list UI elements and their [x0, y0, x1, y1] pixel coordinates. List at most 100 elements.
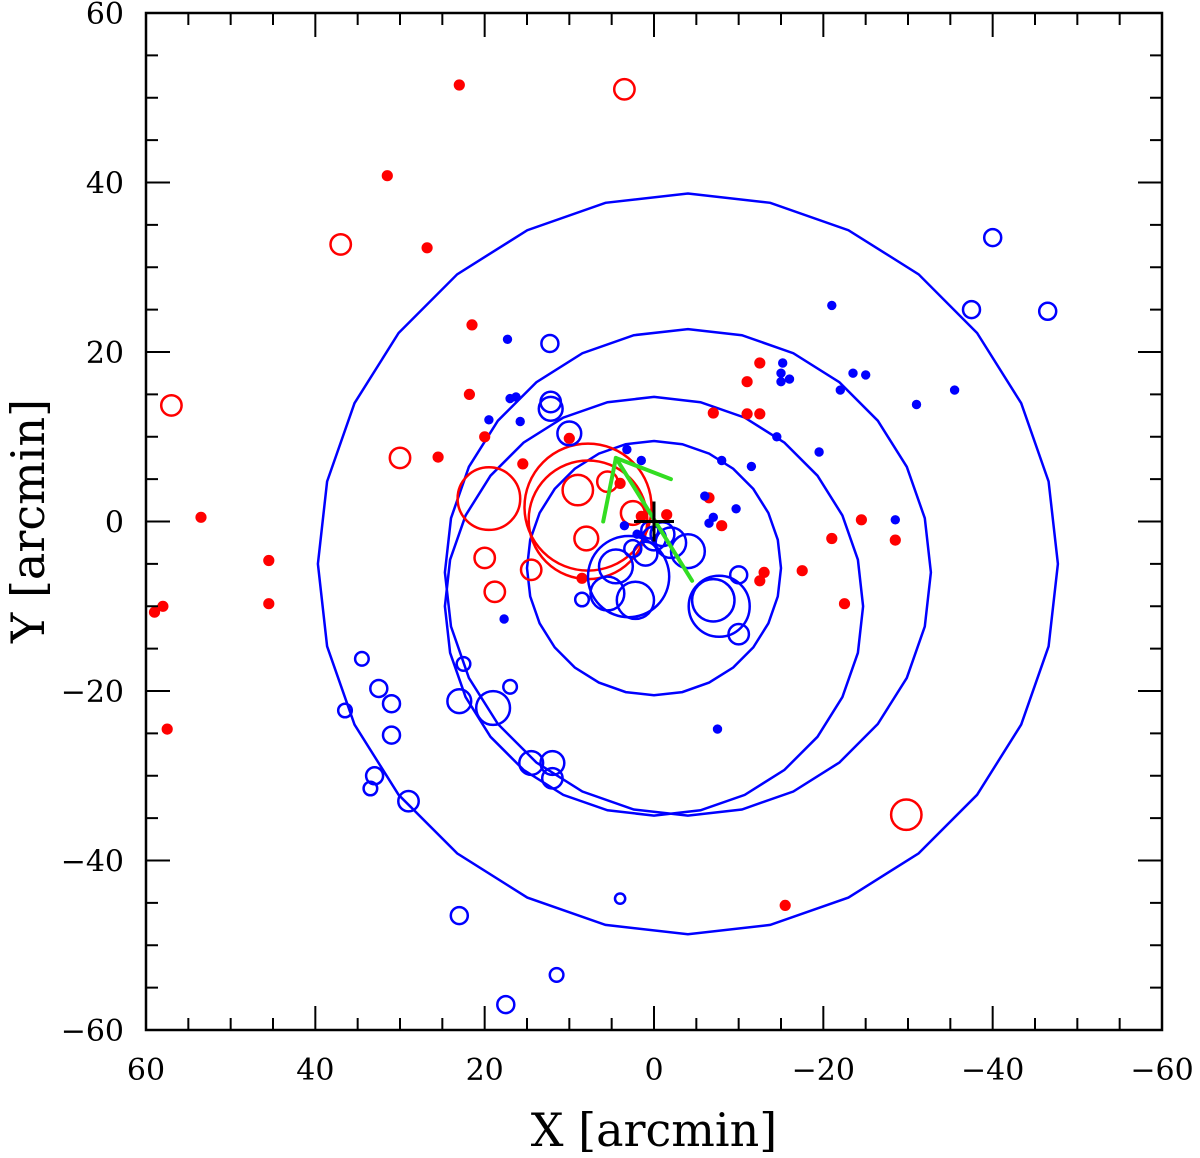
direction-arrow — [613, 455, 673, 482]
data-point — [949, 385, 960, 395]
y-tick-label: 0 — [105, 506, 124, 541]
data-point — [632, 540, 659, 567]
x-tick-label: 60 — [127, 1053, 165, 1088]
center-marker — [634, 501, 674, 542]
data-point — [796, 565, 808, 577]
data-point — [381, 170, 393, 182]
point-layer — [148, 77, 1058, 1015]
data-point — [515, 416, 525, 427]
data-point — [619, 521, 630, 531]
data-point — [148, 606, 161, 618]
data-point — [636, 455, 646, 466]
data-point — [502, 678, 519, 695]
data-point — [661, 509, 673, 521]
data-point — [573, 591, 591, 608]
data-point — [519, 558, 543, 582]
data-point — [772, 432, 782, 442]
data-point — [539, 749, 566, 777]
data-point — [712, 724, 723, 734]
contour-ring-4 — [316, 192, 1060, 936]
data-point — [746, 461, 757, 472]
data-point — [716, 520, 728, 532]
data-point — [421, 242, 433, 254]
data-point — [369, 678, 389, 699]
data-point — [561, 473, 595, 507]
contour-ring-3 — [443, 327, 933, 817]
data-point — [838, 598, 851, 610]
data-point — [690, 577, 736, 623]
data-point — [826, 532, 838, 545]
x-axis-title: X [arcmin] — [531, 1103, 777, 1157]
x-tick-label: −40 — [961, 1053, 1024, 1088]
data-point — [635, 510, 647, 523]
data-point — [511, 392, 521, 402]
data-point — [1037, 301, 1058, 322]
data-point — [814, 447, 824, 457]
data-point — [911, 399, 922, 410]
data-point — [496, 994, 516, 1015]
data-point — [754, 408, 766, 420]
data-point — [484, 415, 494, 425]
y-axis-title: Y [arcmin] — [1, 399, 55, 644]
data-point — [502, 334, 513, 344]
data-point — [779, 899, 791, 912]
contour-ring-1 — [525, 439, 783, 697]
data-point — [388, 446, 412, 470]
data-point — [704, 518, 714, 528]
data-point — [776, 368, 786, 378]
data-point — [889, 534, 901, 546]
data-point — [474, 689, 512, 727]
data-point — [381, 725, 402, 745]
data-point — [397, 789, 420, 813]
data-point — [540, 766, 564, 790]
data-point — [473, 546, 497, 570]
y-tick-label: −60 — [61, 1014, 124, 1049]
data-point — [632, 529, 642, 539]
data-point — [855, 514, 868, 526]
data-point — [548, 966, 565, 983]
data-point — [707, 407, 719, 419]
data-point — [466, 319, 478, 331]
data-point — [731, 504, 741, 514]
data-point — [848, 368, 858, 378]
data-point — [861, 370, 871, 380]
data-point — [778, 358, 788, 368]
y-tick-label: −20 — [61, 675, 124, 710]
data-point — [381, 693, 402, 714]
data-point — [479, 431, 491, 443]
data-point — [758, 566, 770, 579]
data-point — [835, 385, 845, 395]
x-tick-label: 20 — [466, 1053, 504, 1088]
data-point — [456, 466, 522, 532]
data-point — [463, 388, 475, 400]
data-point — [446, 688, 473, 715]
data-point — [589, 575, 626, 612]
y-tick-label: 40 — [86, 167, 124, 202]
data-point — [741, 376, 753, 388]
x-tick-label: 0 — [644, 1053, 663, 1088]
data-point — [700, 491, 710, 501]
data-point — [263, 554, 275, 567]
data-point — [195, 511, 207, 523]
axis-ticks — [145, 12, 1163, 1031]
data-point — [612, 77, 636, 101]
data-point — [687, 574, 751, 639]
data-point — [741, 408, 753, 420]
data-point — [540, 333, 560, 354]
contour-layer — [316, 192, 1060, 936]
data-point — [615, 580, 656, 621]
data-point — [263, 598, 275, 610]
data-point — [499, 614, 509, 624]
data-point — [537, 395, 564, 422]
data-point — [717, 455, 727, 466]
data-point — [483, 580, 507, 604]
data-point — [449, 905, 470, 926]
contour-ring-2 — [443, 395, 865, 817]
data-point — [622, 444, 632, 455]
x-tick-label: −60 — [1130, 1053, 1193, 1088]
data-point — [518, 749, 545, 777]
data-point — [353, 650, 370, 667]
data-point — [613, 892, 627, 905]
data-point — [961, 299, 982, 320]
